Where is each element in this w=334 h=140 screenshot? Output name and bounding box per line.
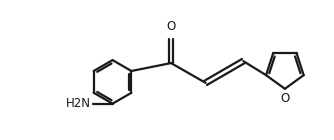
Text: H2N: H2N xyxy=(66,97,91,110)
Text: O: O xyxy=(280,92,290,105)
Text: O: O xyxy=(166,20,176,33)
